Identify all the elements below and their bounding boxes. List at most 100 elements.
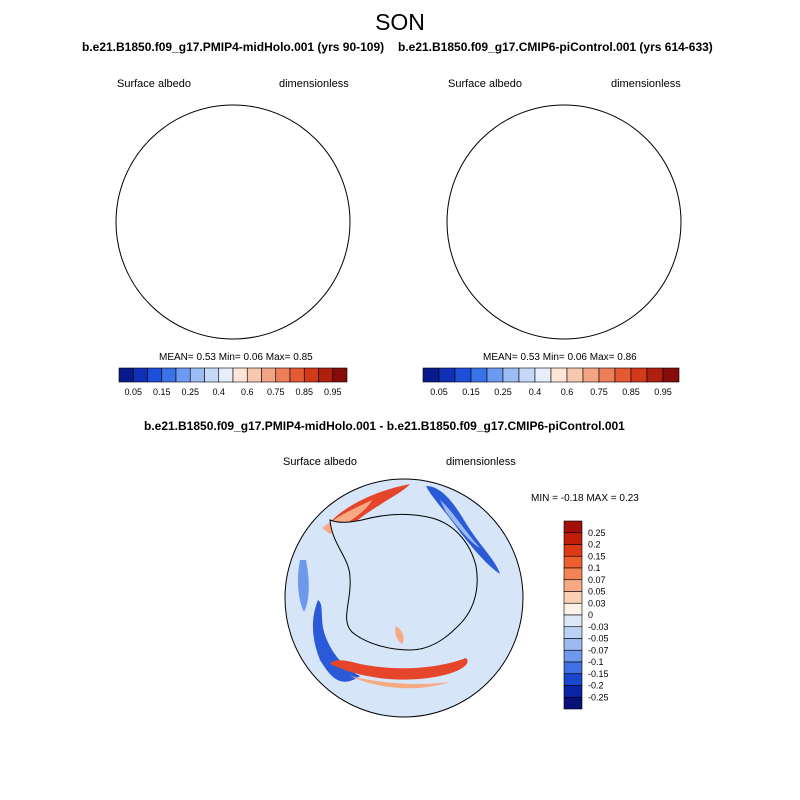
left-units-label: dimensionless	[279, 78, 349, 90]
difference-colorbar-swatch	[563, 555, 583, 569]
difference-colorbar-swatch	[563, 579, 583, 592]
difference-max-value: 0.23	[619, 493, 639, 504]
difference-colorbar-tick-label: -0.07	[588, 645, 609, 655]
difference-colorbar-tick-label: -0.15	[588, 669, 609, 679]
difference-colorbar-tick-label: 0.25	[588, 528, 606, 538]
difference-colorbar-swatch	[563, 614, 583, 628]
right-panel-title: b.e21.B1850.f09_g17.CMIP6-piControl.001 …	[398, 40, 713, 54]
right-colorbar: 0.05 0.15 0.25 0.4 0.6 0.75 0.85 0.95	[422, 367, 680, 397]
right-colorbar-swatch	[662, 367, 680, 383]
left-colorbar-swatch	[289, 367, 305, 383]
left-colorbar-swatch	[318, 367, 334, 383]
difference-colorbar-tick-label: 0.05	[588, 587, 606, 597]
difference-colorbar-tick-label: -0.25	[588, 692, 609, 702]
right-colorbar-tick-label: 0.25	[494, 387, 512, 397]
right-colorbar-swatch	[630, 367, 648, 383]
difference-colorbar-tick-label: -0.03	[588, 622, 609, 632]
difference-map	[285, 479, 523, 717]
difference-colorbar-swatch	[563, 602, 583, 616]
difference-colorbar-swatch	[563, 591, 583, 604]
left-colorbar-swatch	[161, 367, 177, 383]
left-colorbar-swatch	[275, 367, 291, 383]
left-mean-value: 0.53	[196, 352, 216, 363]
right-min-label: Min=	[542, 352, 565, 363]
right-albedo-map	[447, 105, 681, 339]
difference-colorbar-swatch	[563, 626, 583, 639]
left-colorbar-tick-label: 0.25	[181, 387, 199, 397]
right-variable-label: Surface albedo	[448, 78, 522, 90]
difference-colorbar-tick-label: 0.03	[588, 598, 606, 608]
left-panel-title: b.e21.B1850.f09_g17.PMIP4-midHolo.001 (y…	[82, 40, 385, 54]
season-title: SON	[375, 9, 425, 35]
difference-stats: MIN = -0.18 MAX = 0.23	[531, 493, 639, 504]
left-colorbar-swatch	[332, 367, 348, 383]
left-min-label: Min=	[218, 352, 241, 363]
right-max-label: Max=	[589, 352, 615, 363]
left-min-value: 0.06	[243, 352, 263, 363]
right-colorbar-tick-label: 0.05	[430, 387, 448, 397]
left-colorbar-tick-label: 0.05	[124, 387, 142, 397]
difference-colorbar-tick-label: -0.1	[588, 657, 604, 667]
difference-colorbar-tick-label: 0.1	[588, 563, 601, 573]
left-colorbar-swatch	[204, 367, 220, 383]
difference-colorbar-tick-label: -0.05	[588, 634, 609, 644]
right-max-value: 0.86	[617, 352, 637, 363]
right-colorbar-tick-label: 0.15	[462, 387, 480, 397]
difference-colorbar-swatch	[563, 638, 583, 651]
left-colorbar-tick-label: 0.95	[324, 387, 342, 397]
right-colorbar-swatch	[470, 367, 488, 383]
difference-title: b.e21.B1850.f09_g17.PMIP4-midHolo.001 - …	[144, 419, 625, 433]
left-colorbar-swatch	[261, 367, 277, 383]
difference-colorbar-swatch	[563, 696, 583, 710]
right-colorbar-swatch	[438, 367, 456, 383]
right-colorbar-swatch	[534, 367, 552, 383]
left-colorbar-swatch	[189, 367, 205, 383]
difference-colorbar-swatch	[563, 661, 583, 675]
difference-colorbar-swatch	[563, 520, 583, 534]
difference-colorbar-swatch	[563, 532, 583, 545]
difference-colorbar-swatch	[563, 544, 583, 557]
left-max-label: Max=	[265, 352, 291, 363]
right-colorbar-tick-label: 0.85	[622, 387, 640, 397]
difference-map-border	[284, 478, 524, 718]
left-variable-label: Surface albedo	[117, 78, 191, 90]
left-colorbar-swatch	[246, 367, 262, 383]
right-colorbar-swatch	[582, 367, 600, 383]
right-units-label: dimensionless	[611, 78, 681, 90]
left-albedo-map	[349, 327, 351, 340]
left-colorbar-swatch	[303, 367, 319, 383]
left-max-value: 0.85	[293, 352, 313, 363]
left-colorbar-tick-label: 0.6	[241, 387, 254, 397]
difference-colorbar-tick-label: 0.15	[588, 551, 606, 561]
right-colorbar-swatch	[502, 367, 520, 383]
difference-colorbar-swatch	[563, 685, 583, 698]
right-colorbar-swatch	[598, 367, 616, 383]
right-colorbar-swatch	[566, 367, 584, 383]
right-map-border	[446, 104, 682, 340]
left-colorbar-swatch	[147, 367, 163, 383]
right-colorbar-swatch	[614, 367, 632, 383]
difference-min-label: MIN =	[531, 493, 558, 504]
right-colorbar-swatch	[486, 367, 504, 383]
left-colorbar-swatch	[118, 367, 134, 383]
left-colorbar-tick-label: 0.4	[212, 387, 225, 397]
right-min-value: 0.06	[567, 352, 587, 363]
difference-units-label: dimensionless	[446, 456, 516, 468]
left-colorbar-swatch	[218, 367, 234, 383]
right-colorbar-tick-label: 0.4	[529, 387, 542, 397]
difference-colorbar-swatch	[563, 649, 583, 663]
right-mean-value: 0.53	[520, 352, 540, 363]
difference-colorbar-tick-label: -0.2	[588, 681, 604, 691]
difference-colorbar-tick-label: 0.2	[588, 540, 601, 550]
right-colorbar-tick-label: 0.75	[590, 387, 608, 397]
right-mean-label: MEAN=	[483, 352, 518, 363]
difference-colorbar-swatch	[563, 673, 583, 686]
right-colorbar-swatch	[422, 367, 440, 383]
right-colorbar-tick-label: 0.6	[561, 387, 574, 397]
difference-colorbar-swatch	[563, 567, 583, 581]
left-map-border	[115, 104, 351, 340]
left-colorbar-tick-label: 0.15	[153, 387, 171, 397]
left-mean-label: MEAN=	[159, 352, 194, 363]
left-colorbar-tick-label: 0.75	[267, 387, 285, 397]
